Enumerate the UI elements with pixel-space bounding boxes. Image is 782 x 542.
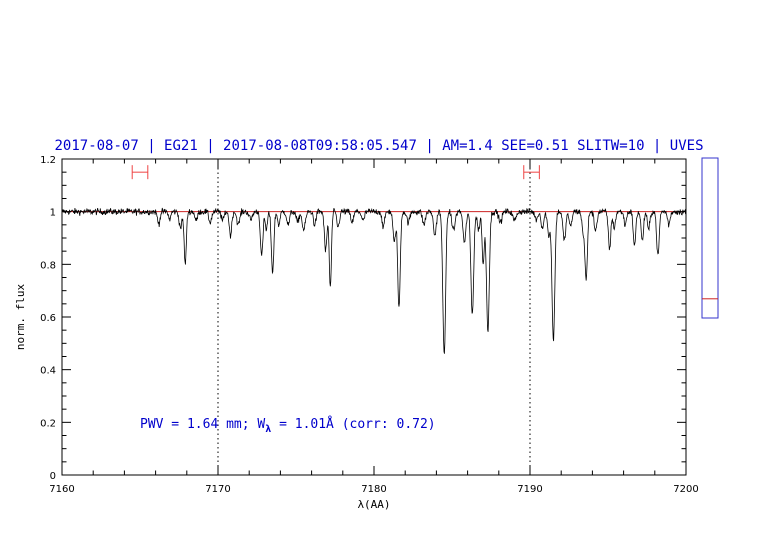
window-markers: [131, 165, 540, 180]
y-axis-label: norm. flux: [14, 284, 27, 351]
y-tick-label: 0.6: [40, 313, 56, 324]
reference-lines: [217, 159, 531, 475]
y-axis-ticks: 0 0.2 0.4 0.6 0.8 1 1.2: [40, 155, 686, 482]
pwv-annotation-suffix: = 1.01Å (corr: 0.72): [271, 416, 435, 432]
x-axis-label: λ(AA): [357, 498, 390, 511]
window-marker-2: [523, 165, 540, 180]
window-marker-1: [131, 165, 149, 180]
chart-title: 2017-08-07 | EG21 | 2017-08-08T09:58:05.…: [54, 138, 703, 154]
y-tick-label: 1: [50, 208, 56, 219]
x-axis-ticks: 7160 7170 7180 7190 7200: [49, 159, 699, 495]
side-gauge-frame: [701, 157, 719, 319]
x-tick-label: 7200: [673, 484, 698, 495]
y-tick-label: 0: [50, 471, 56, 482]
x-tick-label: 7160: [49, 484, 74, 495]
x-tick-label: 7190: [517, 484, 542, 495]
spectrum-series: [61, 207, 687, 354]
y-tick-label: 0.8: [40, 260, 56, 271]
x-tick-label: 7170: [205, 484, 230, 495]
x-tick-label: 7180: [361, 484, 386, 495]
y-tick-label: 0.4: [40, 366, 56, 377]
pwv-annotation-prefix: PWV = 1.64 mm; W: [140, 417, 265, 432]
pwv-annotation: PWV = 1.64 mm; Wλ = 1.01Å (corr: 0.72): [140, 416, 436, 435]
y-tick-label: 0.2: [40, 418, 56, 429]
pwv-annotation-subscript: λ: [265, 424, 271, 435]
spectrum-line: [61, 207, 687, 354]
y-tick-label: 1.2: [40, 155, 56, 166]
